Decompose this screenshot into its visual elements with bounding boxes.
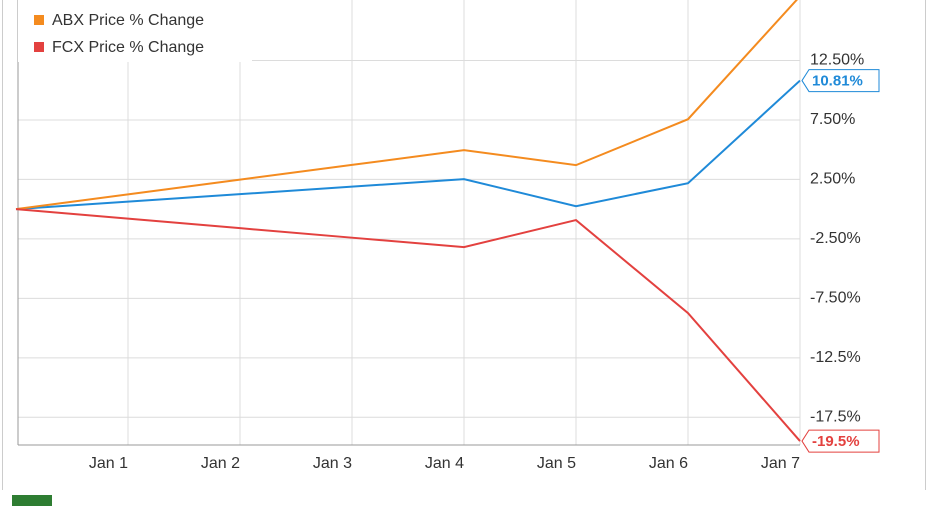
legend-label: ABX Price % Change <box>52 12 204 29</box>
y-tick-label: -7.50% <box>810 290 861 307</box>
legend-swatch <box>34 15 44 25</box>
x-tick-label: Jan 1 <box>89 455 128 472</box>
x-tick-label: Jan 6 <box>649 455 688 472</box>
y-tick-label: 12.50% <box>810 52 864 69</box>
value-label-box <box>801 69 880 93</box>
y-tick-label: -12.5% <box>810 349 861 366</box>
y-tick-label: 2.50% <box>810 171 855 188</box>
x-tick-label: Jan 5 <box>537 455 576 472</box>
value-label: 10.81% <box>812 73 863 90</box>
x-tick-label: Jan 4 <box>425 455 464 472</box>
legend-box <box>18 0 252 62</box>
logo <box>12 495 52 506</box>
series-line <box>15 208 801 442</box>
legend-swatch <box>34 42 44 52</box>
series-line <box>15 0 798 211</box>
x-tick-label: Jan 7 <box>761 455 800 472</box>
y-tick-label: 7.50% <box>810 111 855 128</box>
y-tick-label: -17.5% <box>810 409 861 426</box>
x-tick-label: Jan 2 <box>201 455 240 472</box>
value-label-box <box>801 429 880 453</box>
x-tick-label: Jan 3 <box>313 455 352 472</box>
series-line <box>15 79 801 211</box>
value-label: -19.5% <box>812 433 860 450</box>
legend-label: FCX Price % Change <box>52 39 204 56</box>
y-tick-label: -2.50% <box>810 230 861 247</box>
